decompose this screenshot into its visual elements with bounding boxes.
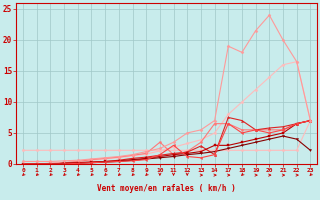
X-axis label: Vent moyen/en rafales ( km/h ): Vent moyen/en rafales ( km/h ) — [97, 184, 236, 193]
